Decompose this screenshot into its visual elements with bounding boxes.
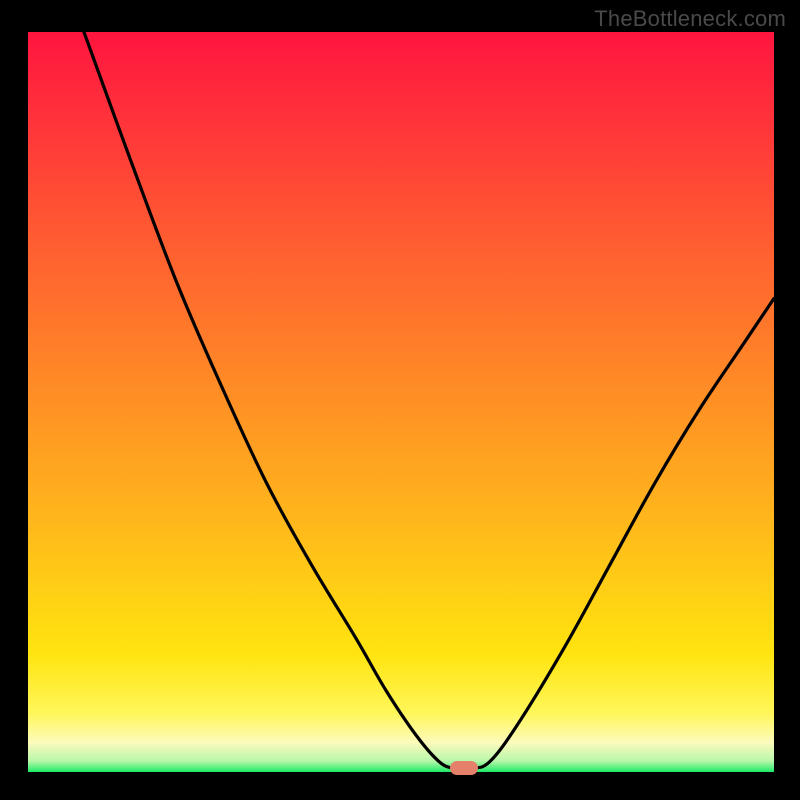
- watermark-text: TheBottleneck.com: [594, 6, 786, 32]
- bottleneck-curve: [28, 32, 774, 772]
- plot-area: [28, 32, 774, 772]
- curve-minimum-marker: [450, 761, 478, 775]
- chart-container: TheBottleneck.com: [0, 0, 800, 800]
